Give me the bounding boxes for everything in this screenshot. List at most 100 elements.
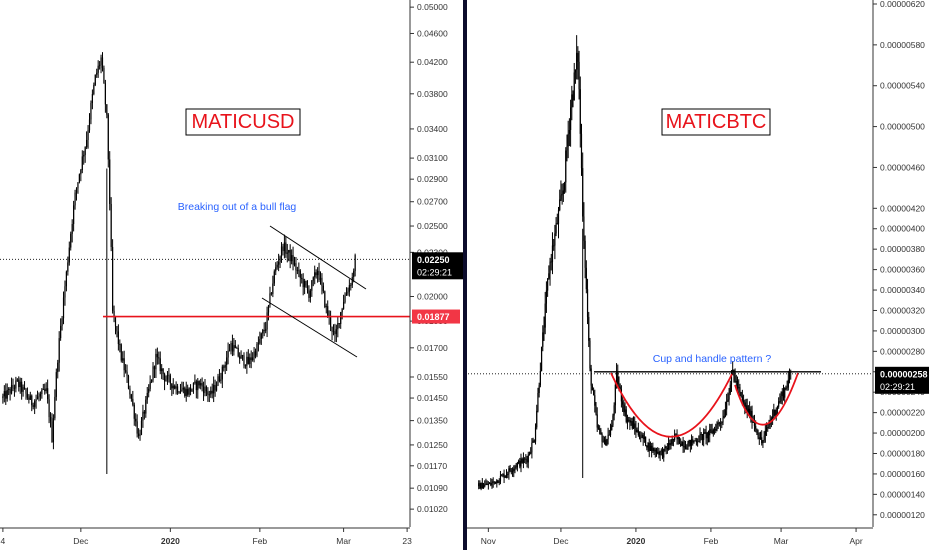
candle-body (270, 293, 273, 295)
candle-body (91, 94, 93, 104)
candle-body (479, 483, 481, 489)
candle-body (509, 468, 511, 471)
candle-body (291, 255, 293, 262)
candle-body (624, 409, 626, 413)
candle-body (784, 387, 786, 398)
current-price-tag (412, 252, 466, 280)
candle-body (719, 422, 722, 424)
candle-body (490, 482, 492, 486)
x-tick-label: 4 (1, 536, 6, 546)
candle-body (711, 430, 713, 434)
candle-body (583, 216, 585, 241)
candle-body (269, 293, 271, 306)
candle-body (354, 255, 356, 272)
candle-body (572, 94, 574, 101)
candle-body (249, 357, 251, 364)
candle-body (536, 410, 538, 428)
price-countdown: 02:29:21 (880, 382, 915, 392)
candle-body (582, 168, 584, 217)
candle-body (266, 312, 268, 330)
candle-body (649, 445, 652, 451)
y-tick-label: 0.00000120 (880, 510, 925, 520)
candle-body (6, 389, 8, 399)
candle-body (31, 395, 33, 406)
y-tick-label: 0.02500 (417, 221, 448, 231)
x-tick-label: 2020 (161, 536, 180, 546)
candle-body (753, 422, 756, 427)
candle-body (653, 447, 655, 452)
candle-body (637, 429, 639, 436)
candle-body (99, 64, 101, 66)
candle-body (10, 384, 13, 394)
candle-body (139, 434, 141, 436)
candle-body (531, 442, 533, 453)
candle-body (630, 421, 632, 423)
candle-body (655, 449, 658, 454)
candle-body (279, 256, 281, 262)
x-tick-label: Dec (73, 536, 89, 546)
y-tick-label: 0.01350 (417, 416, 448, 426)
candle-body (588, 317, 590, 341)
candle-body (61, 318, 63, 326)
candle-body (224, 365, 226, 368)
candle-body (263, 330, 265, 331)
candle-body (785, 387, 787, 389)
candle-body (207, 391, 209, 395)
candle-body (15, 380, 17, 389)
candle-body (648, 443, 650, 451)
candle-body (716, 424, 718, 431)
candle-body (124, 370, 127, 372)
candle-body (527, 454, 529, 463)
candle-body (592, 390, 595, 396)
candle-body (341, 308, 343, 313)
candle-body (223, 366, 225, 368)
candle-body (295, 263, 297, 271)
candle-body (524, 458, 526, 460)
candle-body (603, 439, 606, 442)
candle-body (568, 129, 570, 134)
candle-body (751, 410, 753, 423)
candle-body (710, 429, 712, 431)
candle-body (288, 249, 290, 253)
candles (478, 35, 792, 491)
candle-body (757, 432, 759, 438)
y-tick-label: 0.00000420 (880, 203, 925, 213)
candle-body (675, 434, 677, 436)
candle-body (636, 429, 638, 432)
candle-body (671, 438, 673, 445)
candle-body (126, 371, 128, 377)
candle-body (595, 405, 597, 415)
y-tick-label: 0.00000140 (880, 489, 925, 499)
candle-body (495, 481, 497, 484)
candle-body (81, 156, 83, 171)
candle-body (663, 448, 665, 458)
flag-upper-trendline (269, 225, 367, 290)
candle-body (727, 399, 729, 402)
panel-divider[interactable] (463, 0, 467, 550)
candle-body (701, 434, 704, 440)
candle-body (276, 264, 278, 268)
candle-body (282, 246, 284, 252)
candle-body (317, 270, 319, 276)
candle-body (709, 429, 711, 436)
symbol-label-box (661, 108, 771, 136)
candle-body (534, 427, 537, 442)
candle-body (545, 290, 548, 304)
candle-body (628, 419, 630, 421)
y-tick-label: 0.01700 (417, 343, 448, 353)
candle-body (155, 353, 157, 370)
candle-body (579, 89, 581, 134)
candle-body (19, 381, 21, 388)
candle-body (68, 247, 70, 263)
candle-body (39, 394, 42, 397)
y-tick-label: 0.00000360 (880, 265, 925, 275)
candle-body (542, 332, 544, 347)
candle-body (730, 371, 733, 385)
candle-body (156, 353, 158, 358)
y-tick-label: 0.01250 (417, 440, 448, 450)
candle-body (576, 52, 578, 70)
candle-body (2, 396, 4, 399)
candle-body (687, 443, 689, 450)
candle-body (496, 480, 498, 484)
candle-body (146, 392, 148, 400)
